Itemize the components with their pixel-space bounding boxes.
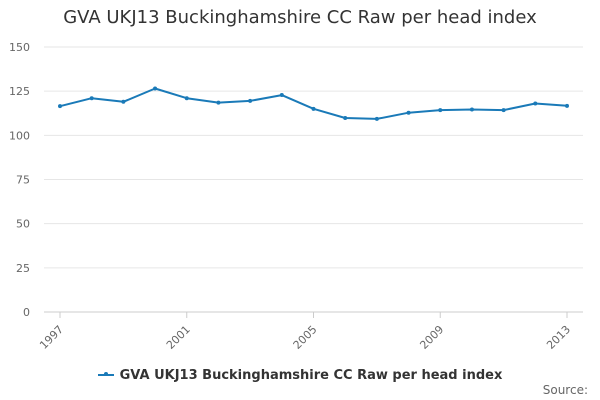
- data-point: [533, 101, 538, 106]
- legend-label: GVA UKJ13 Buckinghamshire CC Raw per hea…: [119, 367, 503, 383]
- x-tick-label: 1997: [37, 323, 66, 352]
- y-tick-label: 25: [16, 262, 30, 275]
- y-tick-label: 75: [16, 174, 30, 187]
- data-point: [89, 96, 94, 101]
- x-tick-label: 2005: [291, 323, 320, 352]
- data-point: [58, 104, 62, 109]
- data-point: [565, 103, 569, 108]
- data-point: [438, 108, 443, 113]
- y-tick-label: 50: [16, 218, 30, 231]
- x-tick-label: 2001: [164, 323, 193, 352]
- data-point: [279, 93, 284, 98]
- source-label: Source:: [542, 383, 588, 397]
- y-tick-label: 100: [9, 129, 30, 142]
- data-point: [374, 116, 379, 121]
- series-line: [59, 87, 568, 120]
- y-tick-label: 125: [9, 85, 30, 98]
- y-tick-label: 0: [23, 306, 30, 319]
- chart-title: GVA UKJ13 Buckinghamshire CC Raw per hea…: [63, 7, 537, 28]
- y-tick-label: 150: [9, 41, 30, 54]
- x-tick-label: 2013: [544, 323, 573, 352]
- legend: GVA UKJ13 Buckinghamshire CC Raw per hea…: [0, 365, 600, 383]
- data-point: [153, 86, 158, 91]
- data-point: [121, 99, 126, 104]
- data-point: [216, 100, 221, 105]
- legend-line-marker-icon: [97, 372, 114, 376]
- data-point: [501, 108, 506, 113]
- x-tick-label: 2009: [417, 323, 446, 352]
- data-point: [406, 110, 411, 115]
- data-point: [469, 107, 474, 112]
- legend-item[interactable]: GVA UKJ13 Buckinghamshire CC Raw per hea…: [97, 367, 503, 383]
- data-point: [184, 96, 189, 101]
- data-point: [311, 106, 316, 111]
- data-point: [343, 116, 348, 121]
- data-point: [248, 98, 253, 103]
